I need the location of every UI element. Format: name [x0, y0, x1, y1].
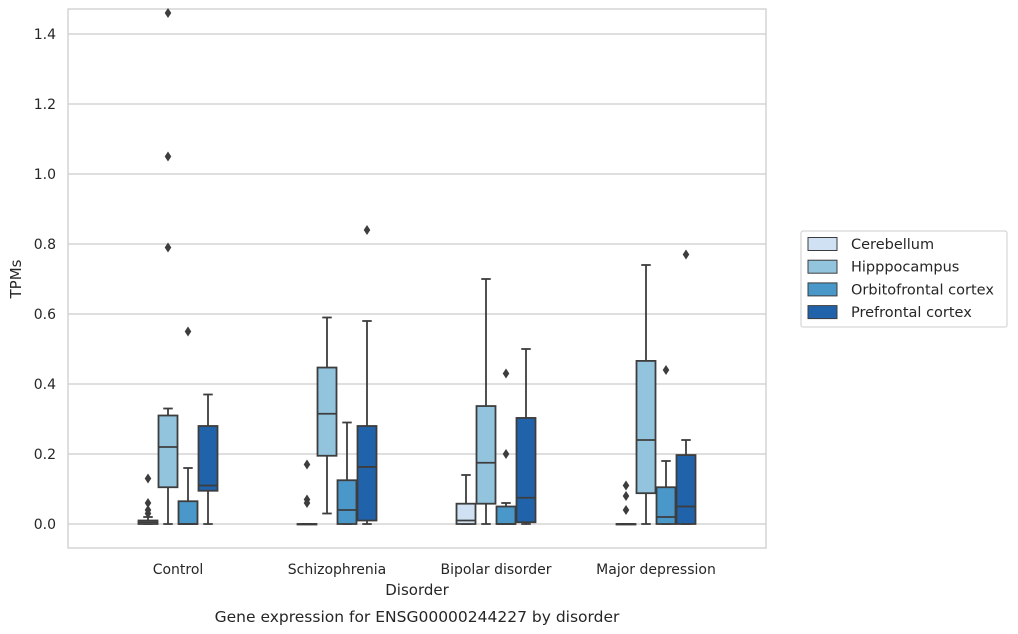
box-0-1 [296, 459, 318, 526]
box-2-3 [655, 365, 677, 525]
y-tick-label: 0.0 [34, 517, 56, 533]
outlier-point [184, 326, 192, 337]
outlier-point [363, 225, 371, 235]
outlier-point [164, 151, 172, 162]
box-0-0 [137, 473, 159, 525]
box-iqr [675, 454, 697, 525]
legend-label: Prefrontal cortex [851, 305, 972, 321]
box-iqr [336, 479, 358, 525]
box-iqr [356, 425, 378, 522]
y-tick-label: 1.2 [34, 97, 56, 113]
outlier-point [164, 242, 172, 253]
y-axis-label: TPMs [7, 259, 25, 299]
outlier-point [622, 480, 630, 491]
box-iqr [197, 425, 219, 492]
box-1-1 [316, 316, 338, 515]
box-iqr [475, 405, 497, 505]
box-2-0 [177, 326, 199, 525]
legend-label: Orbitofrontal cortex [851, 282, 994, 298]
box-1-3 [635, 264, 657, 525]
x-tick-label: Major depression [596, 562, 716, 578]
box-3-2 [515, 348, 537, 525]
outlier-point [164, 8, 172, 18]
legend-swatch [807, 237, 838, 251]
y-tick-label: 0.2 [34, 447, 56, 463]
x-tick-label: Bipolar disorder [440, 562, 551, 578]
box-iqr [157, 414, 179, 489]
legend-frame [800, 230, 1008, 328]
x-axis-label: Disorder [385, 581, 449, 599]
y-tick-label: 1.0 [34, 167, 56, 183]
legend: Cerebellum Hipppocampus Orbitofrontal cort… [800, 230, 1008, 328]
legend-label: Cerebellum [851, 237, 934, 253]
box-iqr [316, 366, 338, 457]
legend-swatch [807, 259, 838, 274]
box-3-0 [197, 393, 219, 525]
box-2-1 [336, 421, 358, 525]
outlier-point [303, 498, 311, 508]
outlier-point [502, 449, 510, 459]
box-iqr [635, 359, 657, 495]
chart-caption: Gene expression for ENSG00000244227 by d… [215, 608, 620, 626]
box-groups [137, 8, 697, 526]
outlier-point [622, 491, 630, 501]
y-tick-label: 0.4 [34, 377, 56, 393]
y-tick-label: 1.4 [34, 27, 56, 43]
outlier-point [144, 498, 152, 508]
outlier-point [144, 508, 152, 519]
x-tick-label: Schizophrenia [288, 562, 386, 578]
y-tick-label: 0.8 [34, 237, 56, 253]
outlier-point [662, 365, 670, 375]
box-3-3 [675, 249, 697, 525]
box-1-0 [157, 8, 179, 525]
box-2-2 [495, 368, 517, 525]
box-iqr [177, 500, 199, 525]
x-tick-label: Control [153, 562, 204, 578]
legend-swatch [807, 305, 838, 320]
box-1-2 [475, 278, 497, 525]
box-iqr [515, 417, 537, 524]
legend-swatch [807, 282, 838, 297]
outlier-point [303, 459, 311, 470]
box-3-1 [356, 225, 378, 525]
box-0-2 [455, 474, 477, 525]
outlier-point [502, 368, 510, 379]
outlier-point [622, 505, 630, 515]
box-iqr [655, 486, 677, 525]
box-iqr [495, 505, 517, 525]
y-tick-label: 0.6 [34, 307, 56, 323]
box-iqr [455, 502, 477, 525]
y-tick-labels: 0.0 0.2 0.4 0.6 0.8 1.0 1.2 1.4 [34, 27, 56, 533]
legend-label: Hipppocampus [851, 260, 959, 276]
box-0-3 [615, 480, 637, 526]
outlier-point [682, 249, 690, 260]
x-tick-labels: Control Schizophrenia Bipolar disorder Majo… [153, 562, 716, 578]
outlier-point [144, 473, 152, 484]
